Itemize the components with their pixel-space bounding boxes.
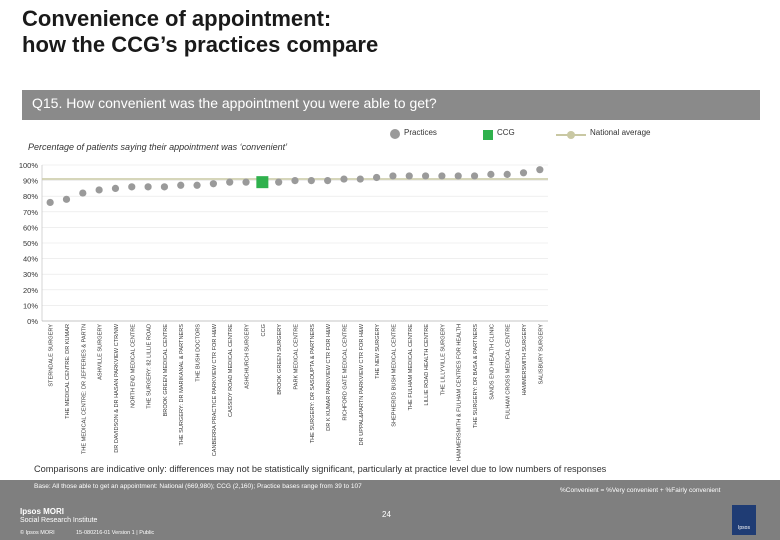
- copyright: © Ipsos MORI: [20, 530, 55, 536]
- practice-point: [487, 170, 495, 178]
- practice-point: [128, 183, 136, 191]
- x-category-label: SALISBURY SURGERY: [538, 324, 544, 385]
- x-category-label: THE SURGERY: DR MARIKANAL & PARTNERS: [179, 324, 185, 446]
- question-text: Q15. How convenient was the appointment …: [32, 95, 437, 111]
- chart-subtitle: Percentage of patients saying their appo…: [28, 142, 288, 152]
- practice-point: [421, 172, 430, 180]
- y-tick-label: 30%: [23, 270, 38, 279]
- calculation-note: %Convenient = %Very convenient + %Fairly…: [560, 487, 721, 494]
- x-category-label: FULHAM CROSS MEDICAL CENTRE: [506, 324, 512, 419]
- title-line-1: Convenience of appointment:: [22, 6, 332, 31]
- practice-point: [454, 172, 462, 180]
- practice-point: [62, 195, 71, 203]
- practice-point: [519, 169, 528, 177]
- x-category-label: THE SURGERY: 82 LILLIE ROAD: [147, 324, 153, 409]
- base-note: Base: All those able to get an appointme…: [34, 483, 362, 490]
- x-category-label: CASSIDY ROAD MEDICAL CENTRE: [228, 324, 234, 417]
- x-category-label: THE SURGERY: DR SASOUPTA & PARTNERS: [310, 324, 316, 444]
- legend-ccg-marker: [483, 130, 493, 140]
- practice-point: [405, 172, 413, 180]
- x-category-label: THE BUSH DOCTORS: [196, 324, 202, 382]
- comparison-note: Comparisons are indicative only: differe…: [34, 464, 607, 474]
- x-category-label: SHEPHERDS BUSH MEDICAL CENTRE: [391, 324, 397, 427]
- x-category-label: SANDS END HEALTH CLINIC: [489, 324, 495, 400]
- x-category-label: HAMMERSMITH SURGERY: [522, 324, 528, 396]
- practice-point: [275, 178, 283, 186]
- practice-point: [95, 186, 103, 194]
- y-tick-label: 70%: [23, 208, 38, 217]
- x-category-label: CANBERRA PRACTICE PARKVIEW CTR FOR H&W: [212, 323, 218, 456]
- x-category-label: ASHVILLE SURGERY: [98, 324, 104, 380]
- y-tick-label: 20%: [23, 286, 38, 295]
- legend-ccg-label: CCG: [497, 128, 515, 137]
- x-category-label: STERNDALE SURGERY: [49, 324, 55, 387]
- practice-point: [144, 183, 152, 191]
- practice-point: [209, 180, 217, 188]
- x-category-label: NORTH END MEDICAL CENTRE: [130, 324, 136, 408]
- y-tick-label: 60%: [23, 223, 38, 232]
- practice-point: [46, 198, 54, 207]
- ipsos-logo: Ipsos: [732, 505, 756, 535]
- practice-point: [536, 166, 544, 174]
- page-number: 24: [382, 510, 391, 519]
- legend-practices-marker: [390, 129, 400, 139]
- practice-point: [242, 178, 250, 186]
- x-category-label: PARK MEDICAL CENTRE: [294, 324, 300, 390]
- ipsos-logo-text: Ipsos: [738, 525, 750, 531]
- x-category-label: DR UPPAL&PARTN PARKVIEW CTR FOR H&W: [359, 323, 365, 445]
- x-category-label: CCG: [261, 324, 267, 336]
- practice-point: [438, 172, 446, 180]
- x-category-label: DR DAVIDSON & DR HASAN PARKVIEW CTR/NW: [114, 323, 120, 452]
- practice-point: [356, 175, 364, 183]
- practice-point: [160, 183, 169, 191]
- title-line-2: how the CCG’s practices compare: [22, 32, 379, 57]
- y-tick-label: 50%: [23, 239, 38, 248]
- y-tick-label: 100%: [19, 161, 39, 170]
- x-category-label: THE MEDICAL CENTRE: DR JEFFERIES & PARTN: [81, 324, 87, 454]
- x-category-label: THE NEW SURGERY: [375, 324, 381, 379]
- legend-national-marker: [567, 131, 575, 139]
- practice-point: [340, 175, 348, 183]
- x-category-label: DR K KUMAR PARKVIEW CTR FOR H&W: [326, 323, 332, 431]
- y-tick-label: 10%: [23, 301, 38, 310]
- convenience-chart: 0% 10% 20% 30% 40% 50% 60% 70% 80% 90% 100% STERNDA…: [19, 161, 548, 461]
- x-category-label: THE MEDICAL CENTRE: DR KUMAR: [65, 324, 71, 419]
- x-category-label: ASHCHURCH SURGERY: [245, 324, 251, 389]
- practice-point: [111, 184, 120, 192]
- y-tick-label: 40%: [23, 255, 38, 264]
- brand-subtitle: Social Research Institute: [20, 517, 98, 524]
- question-bar: [22, 90, 760, 120]
- practice-point: [193, 181, 201, 189]
- practice-point: [373, 173, 381, 182]
- legend-national-label: National average: [590, 128, 651, 137]
- brand-name: Ipsos MORI: [20, 507, 65, 516]
- legend-practices-label: Practices: [404, 128, 437, 137]
- x-category-label: LILLIE ROAD HEALTH CENTRE: [424, 324, 430, 406]
- practice-point: [177, 181, 185, 189]
- y-tick-label: 0%: [27, 317, 38, 326]
- practice-point: [503, 170, 511, 178]
- page-title: Convenience of appointment: how the CCG’…: [22, 6, 582, 58]
- practice-point: [470, 172, 479, 180]
- x-category-label: RICHFORD GATE MEDICAL CENTRE: [342, 324, 348, 421]
- ccg-point: [256, 176, 269, 189]
- x-category-label: BROOK GREEN MEDICAL CENTRE: [163, 324, 169, 417]
- practice-point: [226, 178, 234, 186]
- practice-point: [307, 177, 315, 185]
- x-category-label: THE LILLYVILLE SURGERY: [440, 324, 446, 396]
- y-tick-label: 80%: [23, 192, 38, 201]
- practice-point: [79, 189, 87, 197]
- job-reference: 15-080216-01 Version 1 | Public: [76, 530, 155, 536]
- practice-point: [389, 172, 397, 180]
- y-tick-label: 90%: [23, 177, 38, 186]
- x-category-label: BROOK GREEN SURGERY: [277, 324, 283, 395]
- footer-bar: [0, 480, 780, 540]
- practice-point: [324, 177, 332, 185]
- x-category-label: THE SURGERY: DR BASA & PARTNERS: [473, 324, 479, 428]
- practice-point: [291, 177, 299, 185]
- x-category-label: THE FULHAM MEDICAL CENTRE: [408, 324, 414, 411]
- x-category-label: HAMMERSMITH & FULHAM CENTRES FOR HEALTH: [457, 324, 463, 461]
